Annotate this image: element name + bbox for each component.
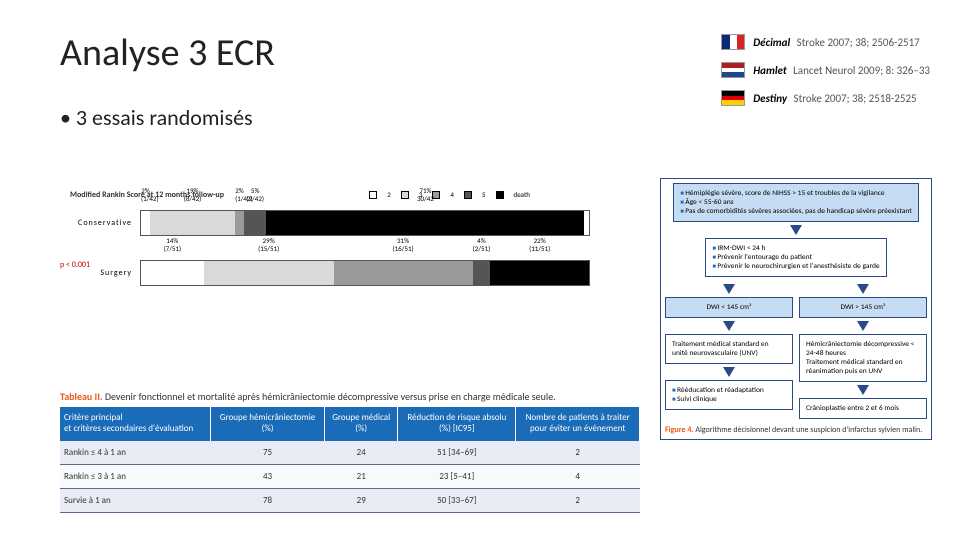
algo-dwi-right: DWI > 145 cm³ <box>799 297 927 318</box>
arrow-down-icon <box>723 284 735 294</box>
arrow-down-icon <box>857 385 869 395</box>
arrow-down-icon <box>723 321 735 331</box>
table-row: Survie à 1 an782950 [33–67]2 <box>60 488 640 512</box>
flag-icon <box>721 62 745 78</box>
algo-imaging-box: IRM-DWI < 24 hPrévenir l'entourage du pa… <box>705 238 886 277</box>
arrow-down-icon <box>723 367 735 377</box>
algo-caption: Figure 4. Algorithme décisionnel devant … <box>665 425 927 435</box>
table-title: Tableau II. Devenir fonctionnel et morta… <box>60 390 640 403</box>
algorithm-panel: Hémiplégie sévère, score de NIHSS > 15 e… <box>660 178 932 440</box>
flag-icon <box>721 34 745 50</box>
rankin-chart: Modified Rankin Score at 12 months follo… <box>70 190 590 310</box>
arrow-down-icon <box>790 225 802 235</box>
bar-row: Conservative2%(1/42)19%(8/42)2%(1/42)5%(… <box>70 210 590 236</box>
algo-left-body: Traitement médical standard en unité neu… <box>665 334 793 364</box>
algo-left-foot: Rééducation et réadaptationSuivi cliniqu… <box>665 380 793 410</box>
arrow-down-icon <box>857 321 869 331</box>
results-table-wrap: Tableau II. Devenir fonctionnel et morta… <box>60 390 640 513</box>
bullet-text: • 3 essais randomisés <box>60 104 910 131</box>
trial-ref: Décimal Stroke 2007; 38; 2506-2517 <box>721 34 930 50</box>
arrow-down-icon <box>857 284 869 294</box>
table-row: Rankin ≤ 3 à 1 an432123 [5–41]4 <box>60 464 640 488</box>
algo-criteria-box: Hémiplégie sévère, score de NIHSS > 15 e… <box>673 183 919 222</box>
trial-references: Décimal Stroke 2007; 38; 2506-2517 Hamlet… <box>721 34 930 106</box>
algo-dwi-left: DWI < 145 cm³ <box>665 297 793 318</box>
algo-right-foot: Crânioplastie entre 2 et 6 mois <box>799 398 927 419</box>
algo-right-body: Hémicrâniectomie décompressive < 24-48 h… <box>799 334 927 382</box>
flag-icon <box>721 90 745 106</box>
table-row: Rankin ≤ 4 à 1 an752451 [34–69]2 <box>60 441 640 465</box>
p-value: p < 0.001 <box>60 260 90 270</box>
trial-ref: Hamlet Lancet Neurol 2009; 8: 326–33 <box>721 62 930 78</box>
trial-ref: Destiny Stroke 2007; 38; 2518-2525 <box>721 90 930 106</box>
bar-row: Surgery14%(7/51)29%(15/51)31%(16/51)4%(2… <box>70 260 590 286</box>
results-table: Critère principal et critères secondaire… <box>60 407 640 513</box>
